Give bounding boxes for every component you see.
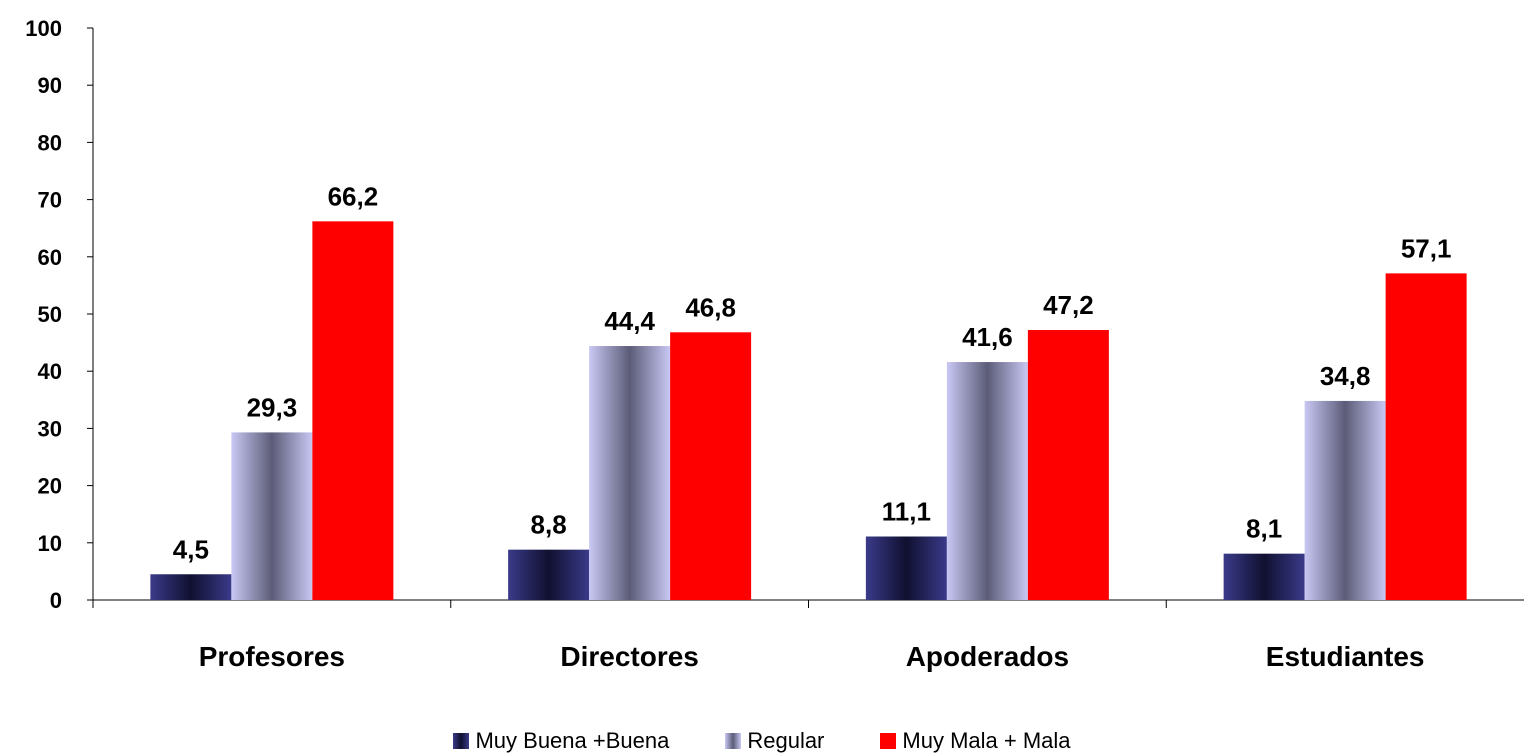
y-tick-label: 80 (38, 130, 62, 155)
data-label: 8,8 (531, 510, 567, 540)
data-label: 4,5 (173, 534, 209, 564)
y-tick-label: 100 (25, 16, 62, 41)
bar (508, 549, 590, 600)
data-label: 34,8 (1320, 361, 1371, 391)
legend-swatch-series-2 (880, 733, 897, 749)
y-tick-label: 90 (38, 73, 62, 98)
bar-chart: 0 10 20 30 40 50 60 70 80 90 100 Profesores 4,5 29,3… (25, 16, 1524, 672)
legend-label-series-2: Muy Mala + Mala (902, 728, 1071, 753)
bar (946, 362, 1028, 600)
data-label: 44,4 (604, 306, 655, 336)
y-tick-label: 60 (38, 245, 62, 270)
y-tick-label: 50 (38, 302, 62, 327)
y-tick-label: 0 (50, 588, 62, 613)
bar (231, 432, 313, 600)
labels: Profesores 4,5 29,3 66,2 Directores 8,8 44,4 46… (173, 181, 1452, 672)
x-tick-label: Profesores (199, 641, 345, 672)
legend-swatch-series-0 (453, 733, 470, 749)
data-label: 41,6 (962, 322, 1013, 352)
y-tick-label: 30 (38, 416, 62, 441)
bar (312, 221, 394, 600)
bar (150, 574, 232, 600)
legend-swatch-series-1 (725, 733, 742, 749)
bars (150, 221, 1467, 600)
bar (1223, 553, 1305, 600)
bar (1027, 330, 1109, 600)
legend-item-series-1: Regular (725, 728, 824, 754)
legend: Muy Buena +Buena Regular Muy Mala + Mala (0, 728, 1524, 754)
y-tick-label: 20 (38, 474, 62, 499)
bar (1385, 273, 1467, 600)
data-label: 57,1 (1401, 233, 1452, 263)
data-label: 8,1 (1246, 514, 1282, 544)
x-tick-label: Directores (560, 641, 699, 672)
y-tick-label: 10 (38, 531, 62, 556)
bar (1304, 400, 1386, 600)
x-tick-label: Apoderados (906, 641, 1069, 672)
legend-label-series-0: Muy Buena +Buena (475, 728, 670, 753)
x-tick-label: Estudiantes (1266, 641, 1425, 672)
bar (865, 536, 947, 600)
bar (589, 346, 671, 600)
y-tick-label: 40 (38, 359, 62, 384)
data-label: 29,3 (247, 392, 298, 422)
bar (670, 332, 752, 600)
legend-label-series-1: Regular (747, 728, 825, 753)
legend-item-series-0: Muy Buena +Buena (453, 728, 669, 754)
data-label: 46,8 (685, 292, 736, 322)
data-label: 66,2 (328, 181, 379, 211)
data-label: 47,2 (1043, 290, 1094, 320)
y-tick-label: 70 (38, 188, 62, 213)
legend-item-series-2: Muy Mala + Mala (880, 728, 1071, 754)
data-label: 11,1 (882, 497, 931, 527)
